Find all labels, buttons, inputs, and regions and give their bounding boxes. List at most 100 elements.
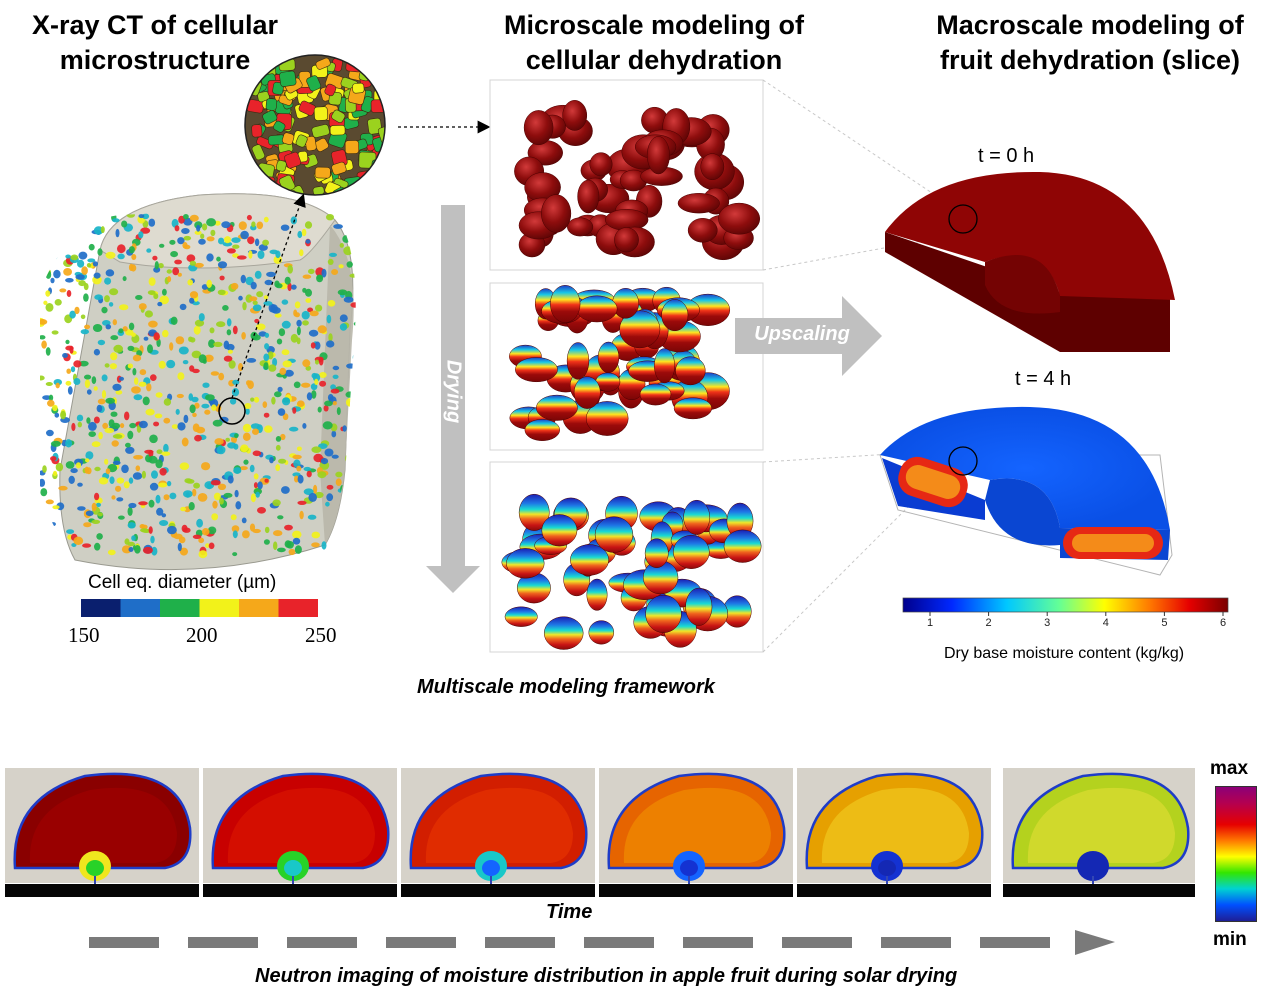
xray-cell [317, 406, 322, 413]
xray-cell [45, 290, 51, 297]
xray-cell [275, 464, 281, 472]
time-dash [89, 937, 159, 948]
xray-cell [355, 450, 356, 460]
micro-cell [550, 285, 581, 323]
cell-legend-tick-200: 200 [186, 623, 218, 647]
xray-cell [134, 545, 141, 554]
xray-title: X-ray CT of cellular microstructure [31, 10, 279, 75]
xray-cell [104, 458, 109, 465]
micro-cell [589, 152, 613, 177]
xray-cell [166, 480, 172, 487]
xray-cell [291, 284, 297, 290]
xray-cell [105, 269, 115, 277]
xray-cell [302, 287, 307, 293]
xray-cell [213, 492, 221, 501]
xray-cell [69, 310, 76, 319]
xray-cell [116, 497, 124, 502]
moisture-colorbar [902, 597, 1229, 613]
xray-cell [257, 250, 265, 259]
xray-cell [146, 248, 152, 253]
xray-cell [55, 234, 65, 239]
xray-cell [181, 228, 190, 234]
xray-cell [91, 519, 101, 525]
xray-cell [105, 468, 111, 475]
xray-cell [226, 318, 232, 327]
xray-cell [208, 339, 216, 348]
micro-cell [673, 535, 710, 569]
xray-cell [148, 526, 153, 534]
xray-cell [335, 471, 343, 478]
zoom-cell [376, 64, 385, 79]
time-dash [287, 937, 357, 948]
xray-cell [272, 357, 278, 367]
xray-cell [251, 221, 256, 228]
xray-cell [47, 221, 53, 230]
xray-cell [234, 433, 239, 439]
xray-cell [222, 305, 229, 311]
micro-cell [567, 217, 594, 237]
xray-cell [315, 304, 323, 312]
zoom-cell [313, 106, 328, 121]
xray-cell [343, 296, 354, 303]
xray-cell [313, 484, 318, 494]
zoom-cell [352, 82, 365, 94]
xray-cell [242, 432, 251, 441]
time-dash [584, 937, 654, 948]
xray-cell [206, 279, 212, 288]
xray-cell [77, 259, 85, 268]
xray-cell [68, 475, 75, 484]
xray-cell [216, 445, 226, 455]
xray-cell [268, 364, 277, 372]
xray-cell [341, 509, 351, 518]
xray-cell [255, 323, 266, 331]
xray-cell [232, 552, 238, 557]
xray-cell [183, 235, 192, 241]
xray-cell [84, 324, 91, 330]
xray-cell [105, 324, 112, 330]
xray-cell [94, 492, 100, 501]
xray-cell [85, 510, 94, 517]
xray-cell [159, 243, 165, 248]
xray-cell [86, 389, 92, 395]
xray-cell [176, 393, 184, 399]
zoom-cell [374, 174, 385, 187]
xray-cell [112, 460, 121, 465]
micro-cell [654, 348, 675, 384]
xray-cell [238, 295, 243, 301]
xray-cell [115, 485, 122, 492]
xray-cell [331, 430, 337, 438]
micro-cell [577, 179, 600, 214]
neutron-colorbar [1215, 786, 1257, 922]
xray-cell [138, 214, 145, 219]
micro-cell [594, 516, 634, 553]
xray-cell [169, 239, 176, 245]
xray-cell [148, 449, 154, 458]
xray-cell [41, 255, 49, 264]
xray-cell [91, 441, 101, 448]
xray-cell [192, 423, 200, 433]
xray-cell [339, 243, 344, 248]
xray-cell [50, 440, 61, 447]
xray-cell [231, 525, 240, 533]
xray-cell [152, 255, 158, 261]
xray-cell [201, 403, 210, 409]
xray-cell [254, 238, 260, 247]
xray-cell [132, 368, 137, 376]
xray-cell [96, 502, 101, 507]
xray-cell [263, 412, 270, 418]
xray-cell [59, 288, 67, 293]
xray-cell [202, 382, 210, 388]
micro-cell [619, 310, 661, 349]
xray-cell [64, 227, 73, 235]
xray-cell [97, 248, 103, 256]
xray-cell [110, 411, 118, 417]
xray-cell [272, 499, 281, 507]
xray-cell [327, 394, 334, 401]
xray-cell [264, 332, 270, 338]
xray-cell [226, 343, 235, 351]
xray-cell [303, 466, 312, 472]
xray-cell [151, 470, 158, 479]
xray-cell [229, 398, 237, 405]
xray-cell [264, 478, 269, 483]
xray-cell [349, 212, 356, 222]
